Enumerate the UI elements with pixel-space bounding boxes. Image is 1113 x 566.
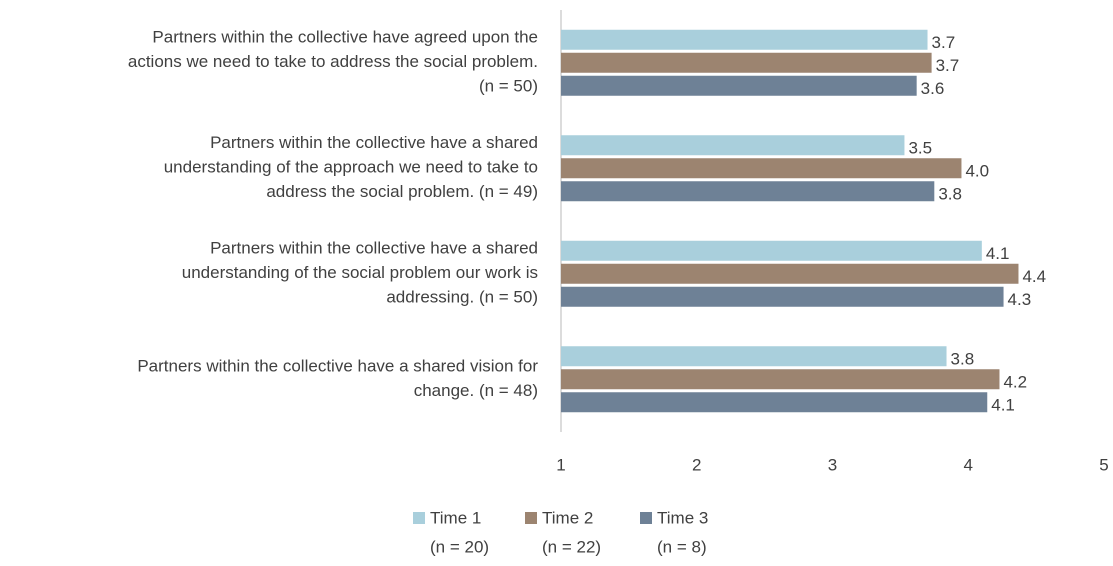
bar	[561, 29, 928, 50]
legend-label: (n = 8)	[657, 537, 707, 556]
value-label: 3.8	[951, 350, 975, 369]
legend-label: Time 2	[542, 508, 593, 527]
category-label: Partners within the collective have agre…	[152, 28, 538, 47]
legend-label: (n = 22)	[542, 537, 601, 556]
value-label: 3.6	[921, 79, 945, 98]
value-label: 4.1	[991, 396, 1015, 415]
x-tick-label: 3	[828, 455, 837, 474]
value-label: 4.0	[965, 162, 989, 181]
category-label: addressing. (n = 50)	[386, 288, 538, 307]
value-label: 4.3	[1008, 290, 1032, 309]
bar	[561, 75, 917, 96]
value-label: 4.4	[1022, 267, 1046, 286]
x-tick-label: 5	[1099, 455, 1108, 474]
category-label: change. (n = 48)	[414, 381, 538, 400]
category-label: Partners within the collective have a sh…	[137, 356, 538, 375]
value-label: 3.7	[936, 56, 960, 75]
bar	[561, 369, 1000, 390]
bar	[561, 392, 988, 413]
bar	[561, 135, 905, 156]
legend-swatch	[640, 512, 652, 524]
value-label: 3.7	[932, 33, 956, 52]
category-label: understanding of the approach we need to…	[164, 158, 538, 177]
bar	[561, 240, 982, 261]
legend-label: Time 3	[657, 508, 708, 527]
legend-swatch	[413, 512, 425, 524]
bar	[561, 263, 1019, 284]
legend-swatch	[525, 512, 537, 524]
category-label: address the social problem. (n = 49)	[266, 182, 538, 201]
bar	[561, 346, 947, 367]
value-label: 3.8	[938, 185, 962, 204]
bar	[561, 158, 962, 179]
value-label: 4.1	[986, 244, 1010, 263]
x-tick-label: 1	[556, 455, 565, 474]
value-label: 4.2	[1003, 373, 1027, 392]
category-label: actions we need to take to address the s…	[128, 52, 538, 71]
legend-label: (n = 20)	[430, 537, 489, 556]
bar	[561, 52, 932, 73]
category-label: Partners within the collective have a sh…	[210, 133, 538, 152]
category-label: (n = 50)	[479, 77, 538, 96]
x-tick-label: 4	[964, 455, 973, 474]
bar	[561, 181, 935, 202]
x-tick-label: 2	[692, 455, 701, 474]
legend-label: Time 1	[430, 508, 481, 527]
category-label: understanding of the social problem our …	[182, 263, 538, 282]
value-label: 3.5	[908, 139, 932, 158]
category-label: Partners within the collective have a sh…	[210, 239, 538, 258]
bar	[561, 286, 1004, 307]
